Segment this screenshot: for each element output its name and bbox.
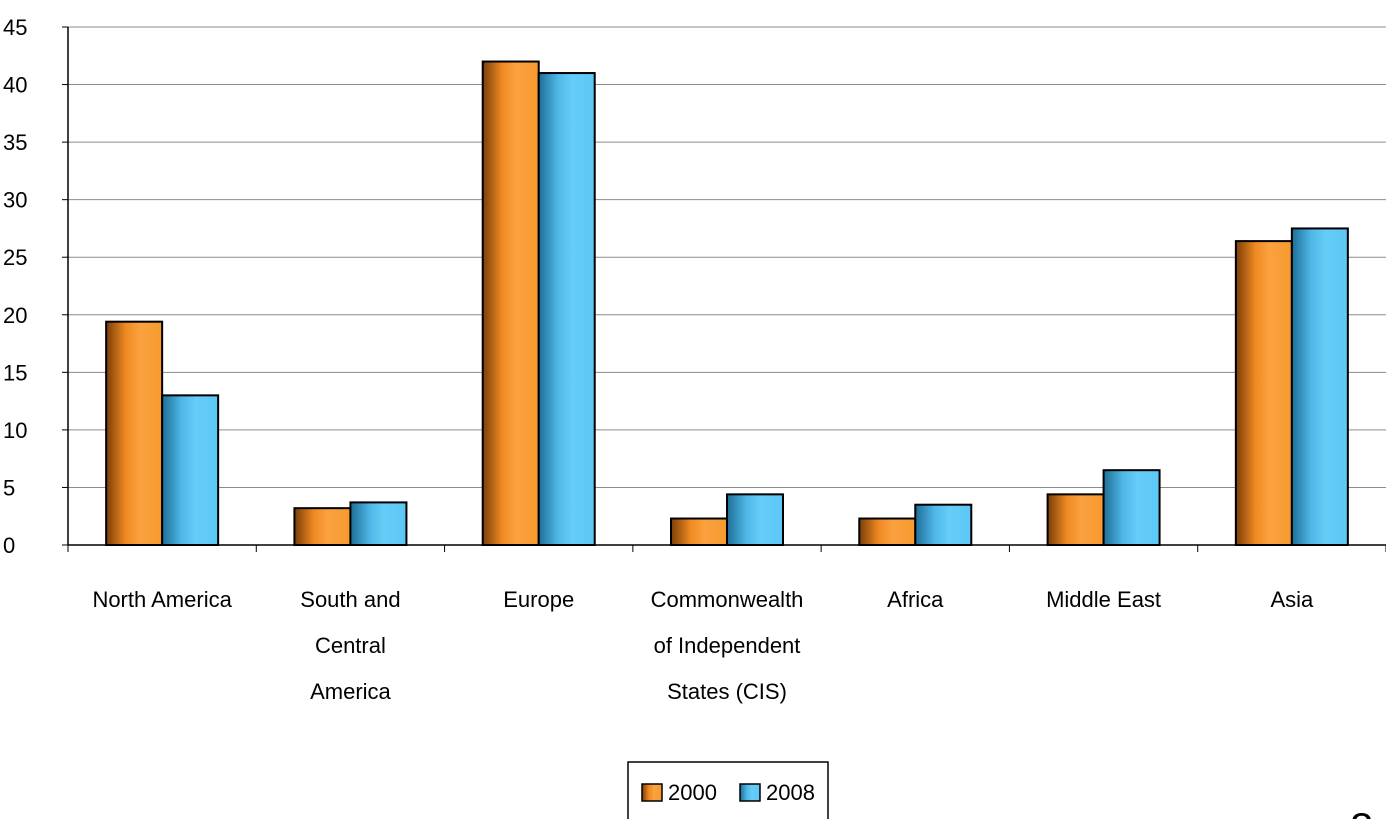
bar-2000 [1046, 493, 1105, 546]
bar-2000 [670, 517, 728, 546]
bar-2008 [161, 394, 220, 546]
y-tick-label: 35 [3, 130, 27, 155]
x-category-label: South and Central America [300, 587, 400, 704]
bar-2008 [914, 503, 973, 547]
bar-2000 [858, 517, 917, 546]
bar-2008 [1290, 227, 1349, 546]
bar-2000 [1234, 240, 1293, 547]
x-category-label: Europe [503, 587, 574, 612]
legend: 2000 2008 [627, 761, 829, 819]
y-tick-label: 0 [3, 533, 15, 558]
y-tick-label: 10 [3, 418, 27, 443]
corner-mark: 8 [1350, 804, 1373, 819]
y-tick-label: 25 [3, 245, 27, 270]
bar-2008 [349, 501, 408, 546]
bar-2008 [726, 493, 784, 546]
axes [62, 26, 1386, 552]
legend-label-2008: 2008 [766, 780, 815, 805]
labels: 0 5 10 15 20 25 30 35 40 45 North America South and… [3, 15, 1314, 704]
x-category-label: Africa [887, 587, 944, 612]
y-tick-label: 15 [3, 360, 27, 385]
x-category-label: Middle East [1046, 587, 1161, 612]
y-tick-label: 20 [3, 303, 27, 328]
legend-label-2000: 2000 [668, 780, 717, 805]
y-tick-label: 40 [3, 73, 27, 98]
x-category-label: North America [92, 587, 232, 612]
bar-2000 [293, 507, 352, 547]
bars [105, 60, 1349, 547]
x-category-label: Commonwealth of Independent States (CIS) [651, 587, 804, 704]
bar-2008 [537, 72, 596, 547]
y-tick-label: 45 [3, 15, 27, 40]
bar-2000 [105, 320, 164, 546]
y-tick-label: 5 [3, 475, 15, 500]
bar-2000 [481, 60, 540, 547]
legend-swatch-2000 [641, 783, 663, 802]
gridlines [68, 26, 1386, 488]
bar-2008 [1102, 469, 1161, 546]
y-tick-label: 30 [3, 188, 27, 213]
x-category-label: Asia [1270, 587, 1314, 612]
legend-swatch-2008 [739, 783, 761, 802]
